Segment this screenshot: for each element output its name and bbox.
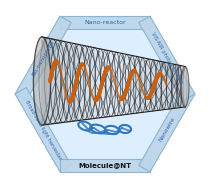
Polygon shape <box>60 159 150 172</box>
Text: VIS-NIR photon emitter: VIS-NIR photon emitter <box>150 32 184 85</box>
Ellipse shape <box>181 67 189 107</box>
Polygon shape <box>15 88 71 172</box>
Polygon shape <box>60 16 150 29</box>
Text: Broad-band light harvester: Broad-band light harvester <box>24 99 62 160</box>
Text: Bio-nanoprobe: Bio-nanoprobe <box>31 40 55 77</box>
Polygon shape <box>139 88 195 172</box>
Text: Nanowire: Nanowire <box>158 116 176 143</box>
Polygon shape <box>15 16 195 172</box>
Text: Molecule@NT: Molecule@NT <box>78 162 132 168</box>
Polygon shape <box>15 16 71 101</box>
Ellipse shape <box>33 37 51 125</box>
Polygon shape <box>139 16 195 101</box>
Text: Nano-reactor: Nano-reactor <box>84 20 126 25</box>
